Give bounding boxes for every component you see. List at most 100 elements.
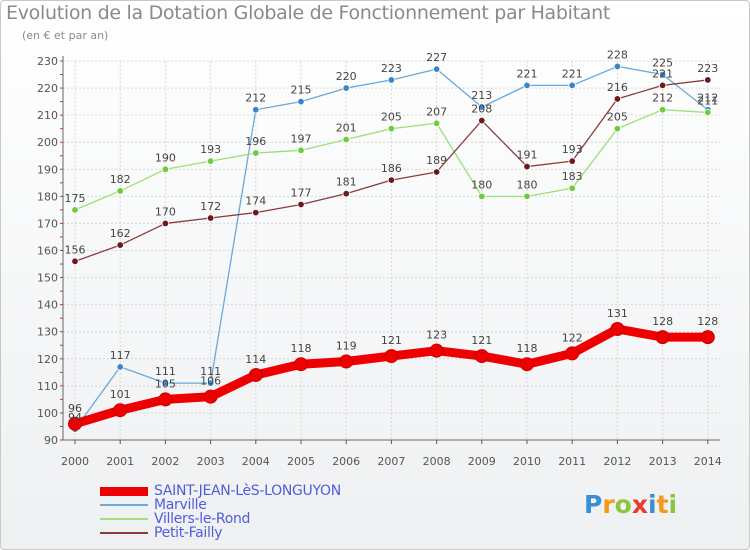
data-label: 94 [68,411,82,424]
y-tick-label: 140 [37,299,58,312]
data-point [206,214,215,222]
data-point [158,392,173,407]
x-tick-label: 2013 [649,455,677,468]
x-tick-label: 2006 [332,455,360,468]
data-label: 197 [291,132,312,145]
x-tick-label: 2004 [242,455,270,468]
data-point [613,62,622,71]
data-point [474,349,489,364]
data-label: 221 [517,67,538,80]
x-tick-label: 2007 [377,455,405,468]
data-point [432,119,441,127]
data-point [523,162,531,171]
data-label: 220 [336,70,357,83]
data-point [252,149,260,157]
data-label: 190 [155,151,176,164]
data-label: 181 [336,176,357,189]
data-label: 117 [110,349,131,362]
data-label: 111 [200,365,221,378]
data-label: 180 [517,178,538,191]
data-point [568,81,576,90]
data-label: 114 [245,353,266,366]
data-label: 213 [471,89,492,102]
data-point [387,76,396,84]
data-point [297,146,305,155]
data-label: 208 [471,103,492,116]
data-label: 216 [607,81,628,94]
data-point [387,124,396,133]
data-point [565,346,580,361]
data-label: 118 [291,342,312,355]
logo-letter: r [602,490,615,519]
data-label: 221 [652,67,673,80]
y-tick-label: 230 [37,55,58,68]
y-tick-label: 210 [37,109,58,122]
data-label: 105 [155,377,176,390]
x-tick-label: 2009 [468,455,496,468]
data-point [613,124,622,133]
data-point [478,192,486,201]
data-point [252,208,260,217]
data-label: 96 [68,402,82,415]
chart-title: Evolution de la Dotation Globale de Fonc… [6,2,611,24]
legend-label: Marville [154,497,207,513]
logo-letter: t [656,490,669,519]
data-point [113,403,128,418]
data-point [161,219,170,228]
logo-letter: P [584,490,603,519]
data-point [610,322,625,337]
data-label: 128 [652,315,673,328]
data-label: 212 [652,92,673,105]
data-label: 201 [336,122,357,135]
data-labels: 94 117 111 111 212 215 220 223 227 213 221 221 228 22… [65,48,719,424]
data-point [71,257,79,266]
data-point [68,416,82,431]
data-point [613,95,622,103]
data-point [432,65,441,73]
data-point [297,200,305,209]
data-point [71,206,79,214]
y-tick-label: 150 [37,272,58,285]
axes: 90 100 110 120 130 140 150 160 170 180 190 200 210 22… [37,55,722,468]
y-tick-label: 90 [44,434,58,447]
data-label: 211 [697,94,718,107]
y-tick-label: 100 [37,407,58,420]
data-point [568,157,576,165]
data-label: 186 [381,162,402,175]
x-tick-label: 2012 [603,455,631,468]
data-point [523,81,531,90]
data-label: 223 [381,62,402,75]
data-point [161,165,170,173]
data-label: 193 [200,143,221,156]
data-label: 207 [426,105,447,118]
data-label: 174 [245,195,266,208]
data-point [116,241,124,249]
y-tick-label: 110 [37,380,58,393]
data-point [523,192,531,201]
data-label: 121 [381,334,402,347]
data-label: 101 [110,388,131,401]
data-point [478,116,486,125]
data-point [203,389,218,404]
data-label: 180 [471,178,492,191]
x-tick-label: 2005 [287,455,315,468]
logo-letter: i [648,490,657,519]
data-label: 118 [517,342,538,355]
data-label: 162 [110,227,131,240]
legend-label: Petit-Failly [154,525,223,541]
legend-swatch [100,487,148,496]
logo-letter: o [614,490,632,519]
data-label: 111 [155,365,176,378]
data-point [387,176,396,184]
data-label: 196 [245,135,266,148]
data-label: 189 [426,154,447,167]
legend-label: Villers-le-Rond [154,511,251,527]
data-label: 205 [607,111,628,124]
legend-label: SAINT-JEAN-LèS-LONGUYON [154,483,341,499]
data-point [248,368,263,383]
x-tick-label: 2001 [106,455,134,468]
y-tick-label: 200 [37,136,58,149]
data-label: 131 [607,307,628,320]
data-point [342,84,350,92]
